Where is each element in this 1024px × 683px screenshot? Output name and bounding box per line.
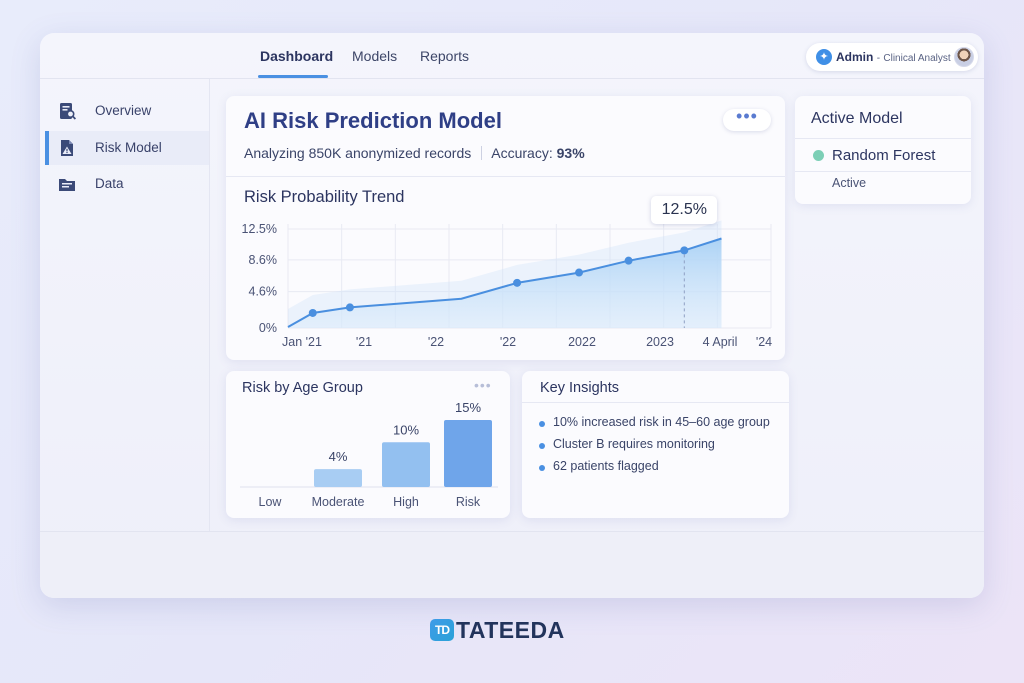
- bullet-icon: [539, 421, 545, 427]
- status-dot: [813, 150, 824, 161]
- trend-value-callout: 12.5%: [651, 196, 718, 224]
- trend-point: [513, 278, 522, 287]
- risk-document-icon: [61, 140, 73, 156]
- x-tick-label: '22: [428, 335, 444, 349]
- sidebar-item-overview[interactable]: Overview: [45, 94, 209, 128]
- user-separator: -: [876, 53, 881, 64]
- tab-models[interactable]: Models: [352, 48, 398, 64]
- divider: [795, 171, 971, 172]
- tab-dashboard[interactable]: Dashboard: [260, 48, 334, 64]
- bar-value-label: 10%: [393, 422, 419, 437]
- user-name: Admin: [836, 50, 874, 64]
- divider: [226, 176, 785, 177]
- divider: [522, 402, 789, 403]
- records-count: Analyzing 850K anonymized records: [244, 145, 472, 161]
- user-role-label: Clinical Analyst: [883, 53, 951, 64]
- bullet-icon: [539, 465, 545, 471]
- x-tick-label: '24: [756, 335, 772, 349]
- sidebar-item-label: Risk Model: [95, 140, 162, 155]
- trend-area-fill: [288, 238, 722, 328]
- x-tick-label: 2023: [646, 335, 674, 349]
- insights-card: Key Insights 10% increased risk in 45–60…: [522, 371, 789, 518]
- age-group-bar-chart: Low 4% Moderate 10% High 15% Risk: [240, 400, 498, 509]
- trend-point: [308, 308, 317, 317]
- user-menu[interactable]: ✦ Admin - Clinical Analyst: [806, 43, 978, 71]
- risk-trend-chart: 0% 4.6% 8.6% 12.5% Jan '21 '21 '22 '22 2022 2023 4…: [242, 220, 772, 349]
- sidebar-item-label: Overview: [95, 103, 152, 118]
- bar-moderate: [314, 469, 362, 487]
- folder-data-icon: [59, 179, 75, 191]
- app-window: Dashboard Models Reports ✦ Admin - Clini…: [40, 33, 984, 598]
- bar-high: [382, 442, 430, 487]
- more-dots-icon[interactable]: •••: [723, 107, 771, 131]
- status-badge: Active: [832, 176, 867, 190]
- sidebar-item-label: Data: [95, 176, 124, 191]
- footer-area: [40, 531, 984, 598]
- bar-value-label: 4%: [329, 449, 348, 464]
- logo-text: TATEEDA: [456, 617, 565, 643]
- active-model-title: Active Model: [811, 110, 903, 127]
- y-tick-label: 0%: [259, 321, 277, 335]
- list-item: Cluster B requires monitoring: [553, 437, 715, 451]
- active-model-card: Active Model Random Forest Active: [795, 96, 971, 204]
- accuracy-value: 93%: [556, 145, 585, 161]
- tab-reports[interactable]: Reports: [420, 48, 470, 64]
- y-tick-label: 8.6%: [249, 253, 278, 267]
- list-item: 10% increased risk in 45–60 age group: [553, 415, 770, 429]
- trend-point: [575, 268, 584, 277]
- x-tick-label: Jan '21: [282, 335, 322, 349]
- trend-point: [345, 303, 354, 312]
- age-group-card: Risk by Age Group ••• Low 4% Moderate 10% Hi…: [226, 371, 510, 518]
- x-tick-label: 4 April: [703, 335, 738, 349]
- model-name: Random Forest: [832, 147, 936, 164]
- x-tick-label: '21: [356, 335, 372, 349]
- user-role: Admin - Clinical Analyst: [836, 50, 951, 64]
- sidebar-item-risk-model[interactable]: Risk Model: [45, 131, 209, 165]
- bullet-icon: [539, 443, 545, 449]
- x-tick-label: '22: [500, 335, 516, 349]
- insights-title: Key Insights: [540, 380, 619, 396]
- bar-category-label: High: [393, 495, 419, 509]
- model-summary: Analyzing 850K anonymized records Accura…: [244, 145, 585, 161]
- trend-chart-title: Risk Probability Trend: [244, 188, 405, 206]
- bar-category-label: Low: [259, 495, 283, 509]
- divider: [481, 146, 483, 160]
- sidebar: Overview Risk Model Data: [40, 79, 210, 531]
- trend-point: [680, 246, 689, 255]
- bar-category-label: Moderate: [312, 495, 365, 509]
- sparkle-icon: ✦: [816, 49, 832, 65]
- x-tick-label: 2022: [568, 335, 596, 349]
- trend-point: [624, 256, 633, 265]
- model-card: AI Risk Prediction Model ••• Analyzing 8…: [226, 96, 785, 360]
- active-tab-indicator: [258, 75, 328, 78]
- bar-value-label: 15%: [455, 400, 481, 415]
- more-dots-icon[interactable]: •••: [474, 377, 492, 393]
- y-tick-label: 12.5%: [242, 222, 277, 236]
- page-title: AI Risk Prediction Model: [244, 108, 502, 133]
- divider: [795, 138, 971, 139]
- accuracy-label: Accuracy:: [491, 145, 553, 161]
- y-tick-label: 4.6%: [249, 285, 278, 299]
- bar-risk: [444, 419, 492, 487]
- bar-category-label: Risk: [456, 495, 481, 509]
- top-nav-bar: Dashboard Models Reports ✦ Admin - Clini…: [40, 33, 984, 79]
- logo-mark: TD: [430, 619, 454, 641]
- age-chart-title: Risk by Age Group: [242, 380, 363, 396]
- sidebar-item-data[interactable]: Data: [45, 167, 209, 201]
- overview-report-icon: [60, 103, 77, 120]
- list-item: 62 patients flagged: [553, 459, 659, 473]
- avatar[interactable]: [954, 47, 974, 67]
